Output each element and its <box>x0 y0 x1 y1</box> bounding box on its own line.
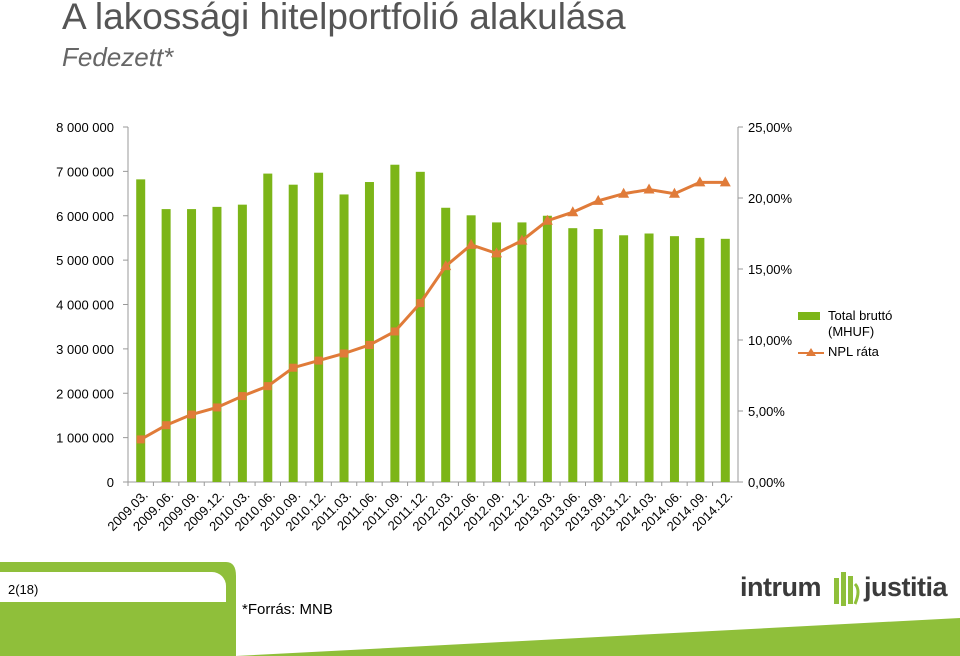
npl-marker-2009.09. <box>187 410 196 419</box>
bar-2011.12. <box>415 171 425 482</box>
bar-2014.12. <box>720 238 730 482</box>
bar-2011.09. <box>390 164 400 482</box>
bar-2014.09. <box>695 237 705 482</box>
line-series <box>136 176 731 444</box>
npl-marker-2009.03. <box>136 435 145 444</box>
bar-2013.03. <box>542 215 552 482</box>
y-left-tick-label: 1 000 000 <box>56 431 114 446</box>
chart-legend: Total bruttó (MHUF) NPL ráta <box>798 308 938 364</box>
bar-2012.12. <box>517 222 527 482</box>
bar-2013.09. <box>593 229 603 482</box>
npl-marker-2009.06. <box>162 421 171 430</box>
npl-marker-2009.12. <box>212 403 221 412</box>
legend-item-bar: Total bruttó (MHUF) <box>798 308 938 340</box>
bar-series <box>136 164 730 483</box>
bar-2012.09. <box>492 222 502 482</box>
page-number: 2(18) <box>8 582 39 597</box>
logo-word-intrum: intrum <box>740 572 822 602</box>
bar-2010.06. <box>263 173 273 482</box>
npl-marker-2014.03. <box>643 183 655 194</box>
npl-marker-2014.06. <box>668 187 680 198</box>
source-note: *Forrás: MNB <box>242 601 333 618</box>
bar-2012.03. <box>441 207 451 482</box>
npl-marker-2013.09. <box>592 194 604 205</box>
npl-marker-2012.09. <box>491 247 503 258</box>
chart-axes <box>123 126 743 486</box>
npl-marker-2011.06. <box>365 340 374 349</box>
npl-marker-2010.12. <box>314 356 323 365</box>
y-left-tick-label: 3 000 000 <box>56 342 114 357</box>
legend-item-line: NPL ráta <box>798 344 938 360</box>
npl-marker-2010.06. <box>263 382 272 391</box>
bar-2014.06. <box>669 236 679 482</box>
legend-line-swatch <box>798 348 824 356</box>
y-right-tick-label: 0,00% <box>748 475 785 490</box>
y-left-tick-label: 8 000 000 <box>56 120 114 135</box>
y-left-tick-label: 4 000 000 <box>56 298 114 313</box>
npl-marker-2010.09. <box>289 363 298 372</box>
bar-2010.09. <box>288 184 298 482</box>
npl-line <box>139 180 726 441</box>
y-left-tick-label: 0 <box>107 475 114 490</box>
npl-marker-2010.03. <box>238 392 247 401</box>
bar-2009.09. <box>187 209 197 482</box>
y-left-tick-label: 7 000 000 <box>56 164 114 179</box>
bar-2011.06. <box>364 182 374 482</box>
npl-marker-2014.09. <box>694 176 706 187</box>
bar-2012.06. <box>466 215 476 482</box>
y-right-tick-label: 15,00% <box>748 262 793 277</box>
y-right-tick-label: 20,00% <box>748 191 793 206</box>
npl-marker-2012.03. <box>440 260 452 271</box>
npl-marker-2013.06. <box>567 206 579 217</box>
bar-2013.06. <box>568 228 578 482</box>
logo-mark-icon <box>834 572 860 606</box>
y-right-tick-label: 10,00% <box>748 333 793 348</box>
logo-word-justitia: justitia <box>864 572 948 602</box>
y-right-tick-label: 25,00% <box>748 120 793 135</box>
npl-chart: 8 000 000 7 000 000 6 000 000 5 000 000 4 00… <box>56 120 793 534</box>
legend-label-line: NPL ráta <box>828 344 879 359</box>
bar-2011.03. <box>339 194 349 482</box>
legend-label-bar: Total bruttó (MHUF) <box>828 308 893 339</box>
y-left-tick-label: 2 000 000 <box>56 386 114 401</box>
bar-2010.03. <box>237 204 247 482</box>
npl-marker-2014.12. <box>719 176 731 187</box>
bar-2010.12. <box>314 172 324 483</box>
npl-marker-2012.12. <box>516 234 528 245</box>
bar-2013.12. <box>619 235 629 482</box>
page-subtitle: Fedezett* <box>62 42 174 72</box>
page-title: A lakossági hitelportfolió alakulása <box>62 0 626 37</box>
y-right-tick-label: 5,00% <box>748 404 785 419</box>
company-logo: intrum justitia <box>740 572 948 612</box>
bar-2014.03. <box>644 233 654 482</box>
npl-marker-2011.12. <box>416 299 425 308</box>
npl-marker-2013.12. <box>618 187 630 198</box>
npl-marker-2011.03. <box>340 349 349 358</box>
npl-marker-2013.03. <box>541 214 553 225</box>
bar-2009.03. <box>136 179 146 483</box>
page-number-box <box>0 572 226 602</box>
npl-marker-2011.09. <box>390 327 399 336</box>
bar-2009.06. <box>161 209 171 482</box>
bar-2009.12. <box>212 206 222 482</box>
y-left-tick-label: 6 000 000 <box>56 209 114 224</box>
npl-marker-2012.06. <box>465 238 477 249</box>
legend-bar-swatch <box>798 312 820 320</box>
y-left-tick-label: 5 000 000 <box>56 253 114 268</box>
